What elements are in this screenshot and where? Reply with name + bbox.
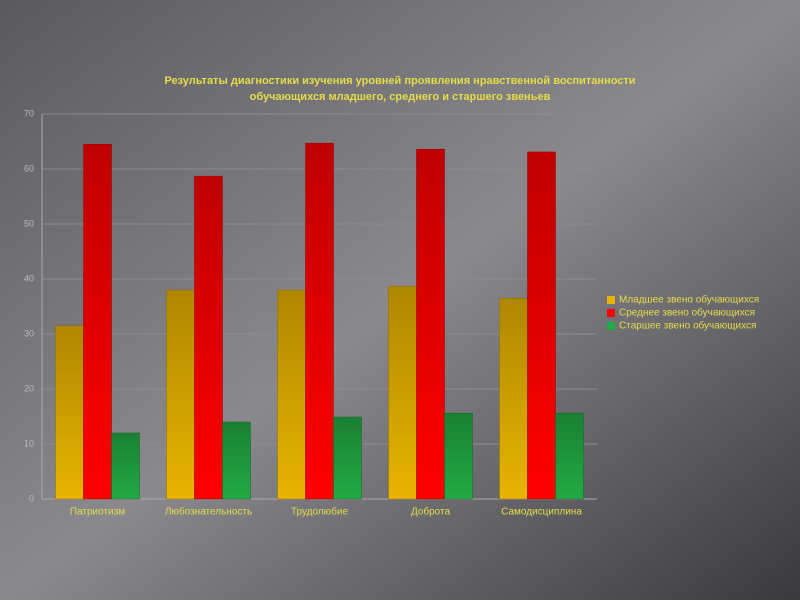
bar — [305, 142, 334, 500]
bar — [416, 148, 445, 500]
y-tick-label: 50 — [24, 218, 34, 228]
chart-title: обучающихся младшего, среднего и старшег… — [250, 91, 551, 103]
bar — [499, 298, 528, 500]
bar — [111, 432, 140, 500]
chart-title: Результаты диагностики изучения уровней … — [164, 75, 635, 87]
x-tick-label: Патриотизм — [70, 507, 125, 518]
y-tick-label: 40 — [24, 273, 34, 283]
bar — [55, 325, 84, 500]
bar — [444, 412, 473, 500]
legend-swatch — [607, 309, 615, 317]
bar — [333, 416, 362, 500]
legend-swatch — [607, 322, 615, 330]
bar — [527, 151, 556, 500]
bar — [388, 285, 417, 500]
x-tick-label: Самодисциплина — [501, 507, 582, 518]
x-tick-label: Доброта — [411, 506, 451, 518]
bar — [83, 144, 112, 500]
x-tick-label: Любознательность — [165, 506, 252, 518]
bar — [555, 412, 584, 500]
legend-label: Старшее звено обучающихся — [619, 320, 756, 332]
y-tick-label: 20 — [24, 383, 34, 393]
legend-swatch — [607, 296, 615, 304]
y-tick-label: 60 — [24, 163, 34, 173]
x-tick-label: Трудолюбие — [291, 506, 348, 518]
legend-label: Среднее звено обучающихся — [619, 307, 755, 319]
bar — [277, 289, 306, 500]
y-tick-label: 30 — [24, 328, 34, 338]
bar — [166, 289, 195, 500]
bar — [194, 175, 223, 500]
bar — [222, 421, 251, 500]
y-tick-label: 70 — [24, 108, 34, 118]
legend-label: Младшее звено обучающихся — [619, 294, 759, 306]
y-tick-label: 10 — [24, 438, 34, 448]
y-tick-label: 0 — [29, 493, 34, 503]
